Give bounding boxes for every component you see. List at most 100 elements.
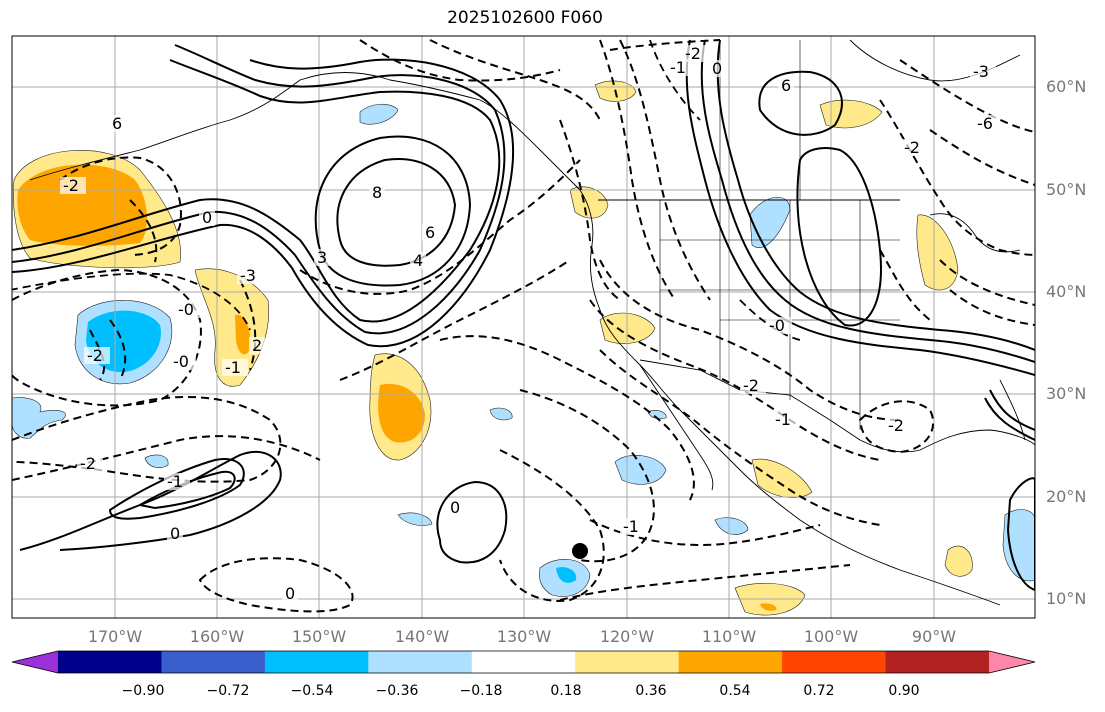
lat-label: 30°N	[1046, 384, 1087, 403]
contour-label: -3	[240, 266, 256, 285]
contour-label: 0	[712, 59, 722, 78]
colorbar-outline	[11, 650, 1036, 674]
contour-label: 4	[413, 251, 423, 270]
contour-label: -0	[769, 316, 785, 335]
colorbar-segment	[678, 651, 783, 673]
contour-label: -1	[167, 472, 183, 491]
lat-label: 20°N	[1046, 487, 1087, 506]
contour-label-bg	[249, 337, 265, 354]
lon-label: 130°W	[496, 627, 552, 646]
contour-label-bg	[222, 359, 248, 376]
colorbar-tick-label: 0.54	[719, 683, 751, 699]
contour-label-bg	[620, 518, 646, 535]
contour-label: -1	[225, 358, 241, 377]
contour-label: 2	[252, 336, 262, 355]
contour-label: 6	[112, 114, 122, 133]
contour-label-bg	[410, 252, 426, 269]
colorbar-tick-label: 0.90	[888, 683, 920, 699]
contour-line	[12, 395, 282, 483]
contour-label: -1	[775, 410, 791, 429]
negative-contours	[12, 39, 1035, 613]
contour-label: 0	[170, 524, 180, 543]
negative-anomaly-region	[144, 454, 169, 468]
contour-line	[899, 59, 1035, 133]
negative-anomaly-region	[647, 410, 667, 420]
contour-line	[559, 119, 621, 301]
contour-label-bg	[60, 177, 86, 194]
contour-line	[879, 99, 1035, 256]
lat-label: 60°N	[1046, 77, 1087, 96]
contour-line	[12, 272, 251, 331]
colorbar-tick-label: −0.36	[375, 683, 419, 699]
contour-line	[796, 147, 882, 327]
negative-anomaly-region	[12, 397, 66, 439]
colorbar-tick-label: 0.18	[550, 683, 582, 699]
contour-line	[700, 39, 1035, 363]
contour-line	[939, 259, 1035, 306]
baja-california	[639, 364, 714, 491]
contour-label-bg	[709, 60, 725, 77]
us-mexico-border	[639, 359, 861, 441]
contour-label-bg	[447, 499, 463, 516]
contour-line	[519, 389, 655, 563]
negative-anomaly-region	[556, 567, 577, 583]
contour-line	[359, 39, 561, 82]
colorbar-segment	[264, 651, 369, 673]
contour-line	[619, 39, 711, 301]
contour-label-bg	[974, 115, 1000, 132]
contour-label-bg	[901, 139, 927, 156]
contour-line	[758, 70, 843, 136]
colorbar-segment	[58, 651, 162, 673]
contour-line	[599, 39, 676, 301]
contour-label: -0	[173, 352, 189, 371]
colorbar-segment	[161, 651, 266, 673]
map-title: 2025102600 F060	[447, 8, 603, 28]
lon-label: 150°W	[291, 627, 347, 646]
contour-label: 0	[202, 208, 212, 227]
contour-label-bg	[109, 115, 125, 132]
contour-label: -2	[685, 44, 701, 63]
positive-anomaly-region	[944, 545, 973, 577]
contour-label: -1	[623, 517, 639, 536]
contour-label: -2	[904, 138, 920, 157]
positive-anomaly-region	[235, 314, 251, 355]
contour-line	[685, 39, 1035, 376]
contour-line	[339, 259, 571, 381]
colorbar	[11, 650, 1036, 674]
contour-line	[429, 39, 601, 121]
contour-line	[12, 268, 202, 407]
contour-line	[929, 129, 1035, 186]
colorbar-extend-low	[12, 651, 58, 673]
contour-line	[609, 39, 721, 51]
colorbar-tick-label: −0.72	[206, 683, 250, 699]
contour-line	[12, 59, 501, 323]
lat-label: 40°N	[1046, 282, 1087, 301]
contour-label: 8	[372, 183, 382, 202]
contour-label: 6	[425, 223, 435, 242]
contour-label-bg	[772, 411, 798, 428]
contour-label-bg	[84, 347, 110, 364]
contour-line	[239, 279, 257, 371]
contour-layer	[12, 39, 1035, 613]
contour-label-bg	[164, 473, 190, 490]
west-coast	[579, 189, 1001, 606]
state-borders	[659, 200, 900, 430]
contour-line	[299, 159, 581, 295]
contour-label-bg	[682, 45, 708, 62]
lat-label: 10°N	[1046, 589, 1087, 608]
contour-label-bg	[167, 525, 183, 542]
colorbar-segment	[782, 651, 887, 673]
colorbar-extend-high	[989, 651, 1035, 673]
contour-line	[109, 319, 127, 381]
colorbar-tick-label: −0.54	[290, 683, 334, 699]
contour-line	[499, 449, 605, 602]
alaska-coast	[29, 72, 581, 191]
contour-label: -2	[80, 454, 96, 473]
contour-line	[314, 135, 472, 287]
lon-label: 160°W	[189, 627, 245, 646]
contour-line	[589, 299, 881, 461]
contour-line	[198, 557, 354, 613]
contour-label-bg	[282, 585, 298, 602]
contour-line	[129, 199, 158, 263]
negative-anomaly-region	[397, 512, 433, 526]
